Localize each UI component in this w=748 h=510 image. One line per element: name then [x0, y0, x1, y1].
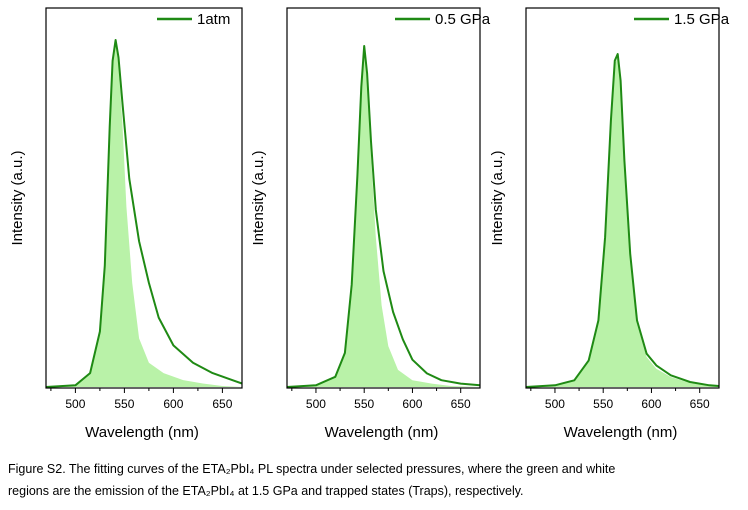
- figure-caption: Figure S2. The fitting curves of the ETA…: [8, 458, 738, 502]
- spectrum-line: [286, 45, 481, 388]
- y-axis-label: Intensity (a.u.): [489, 150, 506, 245]
- caption-line-1: Figure S2. The fitting curves of the ETA…: [8, 462, 616, 476]
- x-tick-label: 600: [641, 397, 661, 411]
- x-tick-label: 500: [306, 397, 326, 411]
- legend-label: 1.5 GPa: [674, 11, 730, 28]
- panel-3: 500 550 600 650 Wavelength (nm) Intensity (a.…: [489, 7, 730, 441]
- panel-2: 500 550 600 650 Wavelength (nm) Intensity (a.…: [250, 7, 491, 441]
- x-tick-label: 550: [354, 397, 374, 411]
- x-tick-label: 600: [402, 397, 422, 411]
- axes-frame: [286, 7, 481, 389]
- axes-frame: [45, 7, 243, 389]
- x-tick-label: 500: [65, 397, 85, 411]
- y-axis-label: Intensity (a.u.): [250, 150, 267, 245]
- spectrum-line: [525, 53, 720, 388]
- legend-label: 1atm: [197, 11, 230, 28]
- x-tick-label: 600: [163, 397, 183, 411]
- axes-frame: [525, 7, 720, 389]
- fit-fill-area: [46, 43, 242, 387]
- spectrum-line: [45, 39, 243, 388]
- y-axis-label: Intensity (a.u.): [9, 150, 26, 245]
- caption-line-2: regions are the emission of the ETA₂PbI₄…: [8, 484, 524, 498]
- x-axis-label: Wavelength (nm): [325, 424, 439, 441]
- x-axis-label: Wavelength (nm): [85, 424, 199, 441]
- x-tick-label: 650: [212, 397, 232, 411]
- spectra-figure: 500 550 600 650 Wavelength (nm) Intensity (a.…: [9, 7, 730, 441]
- x-axis-label: Wavelength (nm): [564, 424, 678, 441]
- x-tick-label: 550: [114, 397, 134, 411]
- x-tick-label: 550: [593, 397, 613, 411]
- fit-fill-area: [526, 57, 719, 388]
- panel-1: 500 550 600 650 Wavelength (nm) Intensity (a.…: [9, 7, 243, 441]
- x-tick-label: 500: [545, 397, 565, 411]
- fit-fill-area: [287, 52, 480, 388]
- legend-label: 0.5 GPa: [435, 11, 491, 28]
- x-tick-label: 650: [451, 397, 471, 411]
- x-tick-label: 650: [690, 397, 710, 411]
